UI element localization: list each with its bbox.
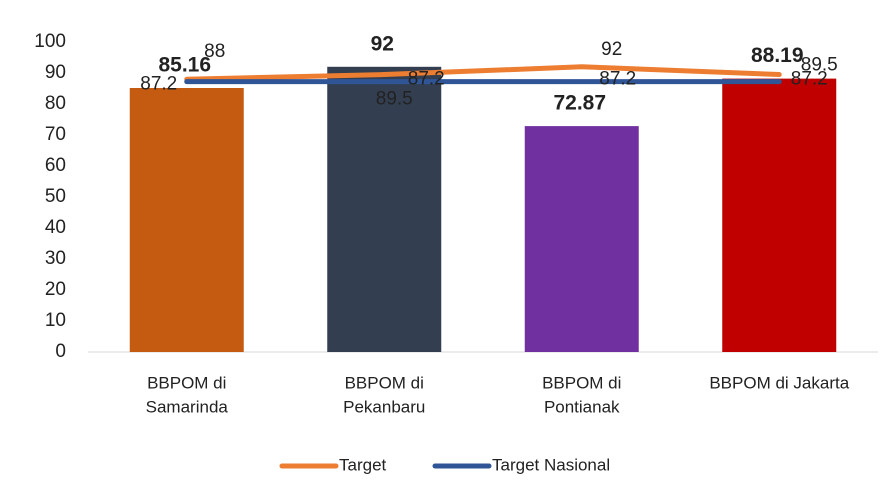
legend-label: Target — [339, 455, 387, 474]
bar — [722, 78, 837, 353]
x-tick-label: Samarinda — [146, 397, 229, 416]
y-tick-label: 90 — [45, 62, 66, 83]
line-value-label: 92 — [601, 39, 622, 60]
line-value-label: 88 — [204, 41, 225, 62]
bar-value-label: 92 — [371, 32, 394, 55]
y-tick-label: 40 — [45, 217, 66, 238]
bar — [327, 66, 442, 353]
line-value-label: 87.2 — [791, 69, 828, 90]
x-tick-label: BBPOM di Jakarta — [709, 373, 849, 392]
bar-value-label: 85.16 — [158, 54, 211, 77]
line-value-label: 87.2 — [599, 69, 636, 90]
y-tick-label: 20 — [45, 279, 66, 300]
bar-value-label: 72.87 — [553, 92, 606, 115]
bar — [524, 126, 639, 352]
x-tick-label: Pekanbaru — [343, 397, 425, 416]
line-series — [184, 64, 782, 82]
y-tick-label: 80 — [45, 93, 66, 114]
x-tick-label: Pontianak — [544, 397, 620, 416]
y-tick-label: 30 — [45, 248, 66, 269]
bar-value-label: 88.19 — [751, 44, 804, 67]
y-tick-label: 100 — [34, 31, 66, 52]
line-value-label: 87.2 — [140, 74, 177, 95]
x-tick-label: BBPOM di — [345, 373, 424, 392]
y-tick-label: 0 — [55, 341, 66, 362]
y-tick-label: 50 — [45, 186, 66, 207]
line-value-label: 89.5 — [376, 89, 413, 110]
y-tick-label: 70 — [45, 124, 66, 145]
bar — [129, 88, 244, 352]
y-tick-label: 60 — [45, 155, 66, 176]
x-tick-label: BBPOM di — [147, 373, 226, 392]
x-tick-label: BBPOM di — [542, 373, 621, 392]
legend-label: Target Nasional — [492, 455, 610, 474]
y-tick-label: 10 — [45, 310, 66, 331]
line-value-label: 89.5 — [801, 55, 838, 76]
line-value-label: 87.2 — [408, 69, 445, 90]
